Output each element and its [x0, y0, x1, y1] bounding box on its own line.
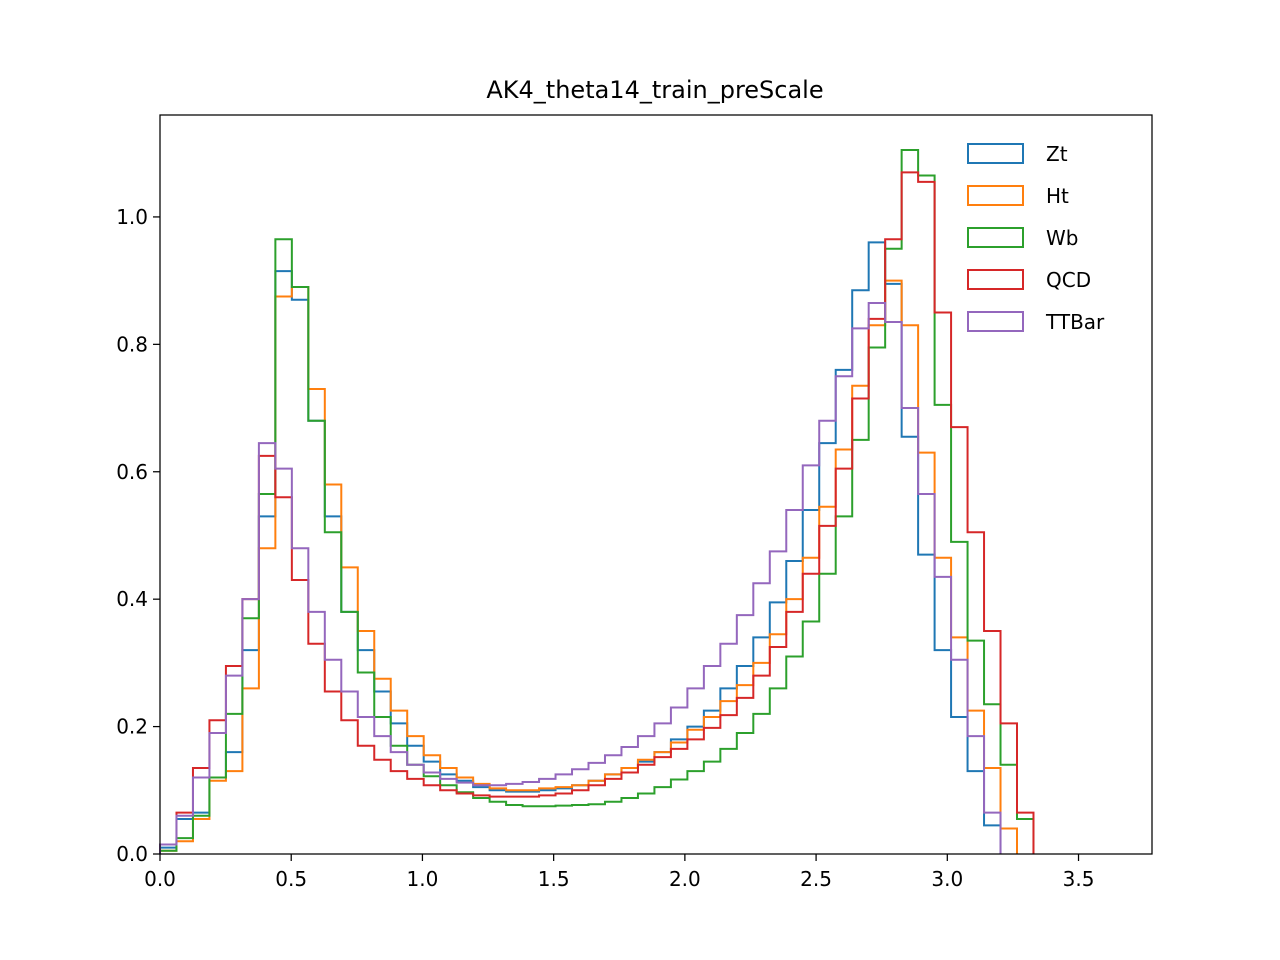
- x-tick-label: 0.5: [275, 867, 307, 891]
- legend-label-ht: Ht: [1046, 184, 1069, 208]
- x-tick-label: 0.0: [144, 867, 176, 891]
- y-tick-label: 0.8: [116, 332, 148, 356]
- y-tick-label: 0.4: [116, 587, 148, 611]
- chart-title: AK4_theta14_train_preScale: [486, 76, 823, 104]
- legend-swatch-qcd: [967, 269, 1024, 290]
- series-layer: [159, 149, 1035, 854]
- y-axis: 0.0 0.2 0.4 0.6 0.8 1.0: [116, 205, 160, 866]
- legend-label-ttbar: TTBar: [1045, 310, 1105, 334]
- y-tick-label: 0.0: [116, 842, 148, 866]
- legend-swatch-ht: [967, 185, 1024, 206]
- x-tick-label: 1.5: [538, 867, 570, 891]
- y-tick-label: 0.2: [116, 715, 148, 739]
- legend: Zt Ht Wb QCD TTBar: [967, 142, 1105, 334]
- legend-label-qcd: QCD: [1046, 268, 1091, 292]
- legend-swatch-ttbar: [967, 311, 1024, 332]
- legend-swatch-wb: [967, 227, 1024, 248]
- y-tick-label: 1.0: [116, 205, 148, 229]
- series-qcd-histogram: [159, 171, 1035, 854]
- series-wb-histogram: [159, 149, 1035, 854]
- x-axis: 0.0 0.5 1.0 1.5 2.0 2.5 3.0 3.5: [144, 854, 1094, 891]
- legend-label-wb: Wb: [1046, 226, 1078, 250]
- x-tick-label: 2.0: [669, 867, 701, 891]
- x-tick-label: 2.5: [800, 867, 832, 891]
- x-tick-label: 3.0: [931, 867, 963, 891]
- y-tick-label: 0.6: [116, 460, 148, 484]
- legend-label-zt: Zt: [1046, 142, 1068, 166]
- series-zt-histogram: [159, 241, 1002, 854]
- x-tick-label: 1.0: [407, 867, 439, 891]
- plot-frame: [159, 114, 1153, 855]
- series-ttbar-histogram: [159, 301, 1002, 854]
- legend-swatch-zt: [967, 143, 1024, 164]
- x-tick-label: 3.5: [1063, 867, 1095, 891]
